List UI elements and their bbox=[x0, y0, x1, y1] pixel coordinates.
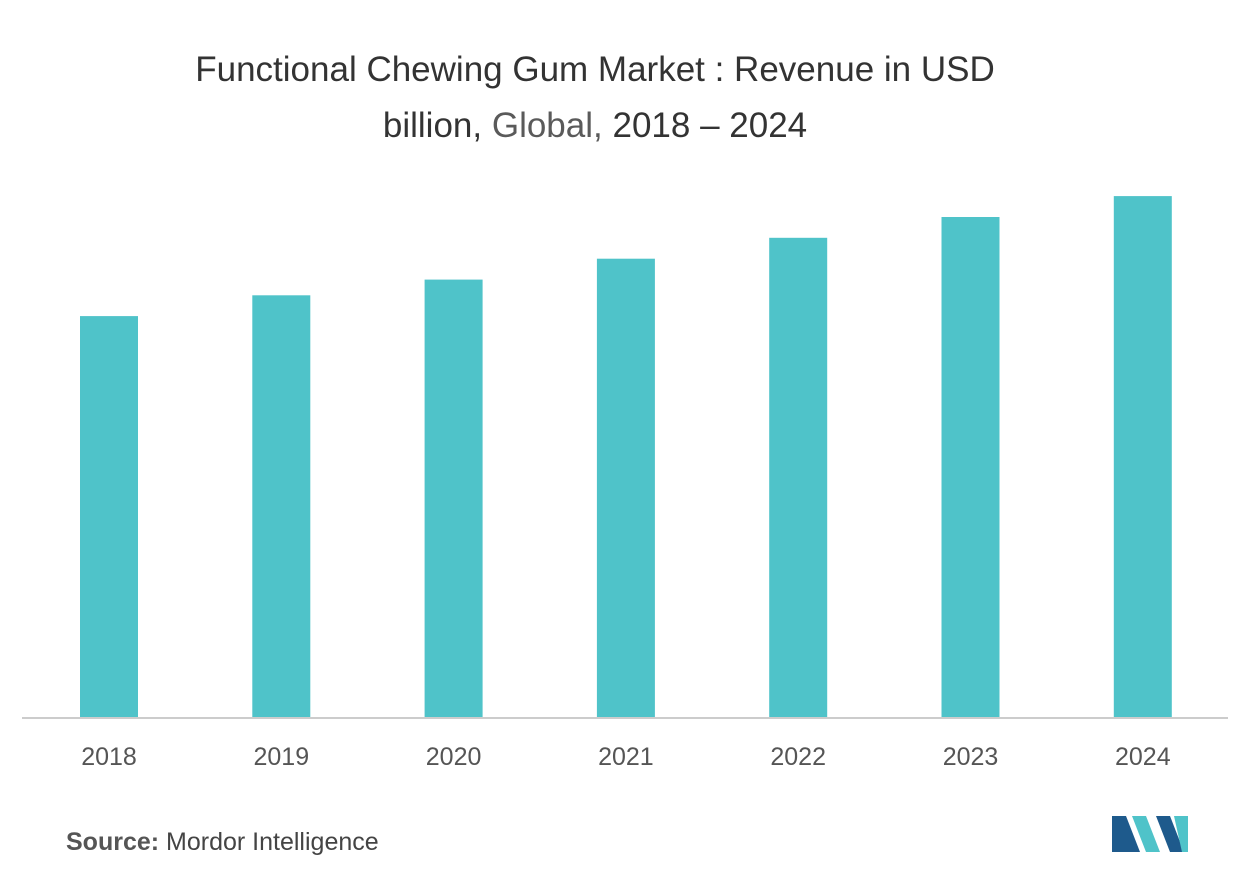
mordor-logo-icon bbox=[1112, 816, 1188, 852]
bar-2019 bbox=[252, 295, 311, 718]
chart-title: Functional Chewing Gum Market : Revenue … bbox=[100, 42, 1090, 154]
x-tick-labels: 2018 2019 2020 2021 2022 2023 2024 bbox=[81, 743, 1171, 771]
bar-2022 bbox=[769, 237, 828, 719]
bar-2018 bbox=[80, 316, 138, 718]
logo-mid-shape bbox=[1132, 816, 1160, 852]
source-name: Mordor Intelligence bbox=[166, 828, 379, 856]
x-tick-label-2019: 2019 bbox=[253, 743, 309, 771]
logo-right-bar bbox=[1174, 816, 1188, 852]
bar-2020 bbox=[424, 279, 483, 718]
source-label: Source: bbox=[66, 828, 160, 856]
source-note: Source: Mordor Intelligence bbox=[66, 828, 379, 857]
chart-title-line1: Functional Chewing Gum Market : Revenue … bbox=[195, 50, 995, 89]
x-tick-label-2022: 2022 bbox=[770, 743, 826, 771]
bar-2024 bbox=[1113, 196, 1172, 719]
x-tick-label-2020: 2020 bbox=[426, 743, 482, 771]
x-tick-label-2018: 2018 bbox=[81, 743, 137, 771]
bar-2021 bbox=[596, 258, 655, 718]
x-tick-label-2024: 2024 bbox=[1115, 743, 1171, 771]
bar-group bbox=[80, 196, 1172, 719]
bar-2023 bbox=[941, 217, 1000, 718]
logo-right-shape bbox=[1156, 816, 1184, 852]
chart-title-line2: billion, Global, 2018 – 2024 bbox=[100, 98, 1090, 154]
chart-title-region: Global, bbox=[491, 106, 603, 145]
logo-left-shape bbox=[1112, 816, 1140, 852]
x-tick-label-2021: 2021 bbox=[598, 743, 654, 771]
chart-title-billion: billion, bbox=[382, 106, 483, 145]
chart-title-years: 2018 – 2024 bbox=[612, 106, 808, 145]
x-tick-label-2023: 2023 bbox=[943, 743, 999, 771]
